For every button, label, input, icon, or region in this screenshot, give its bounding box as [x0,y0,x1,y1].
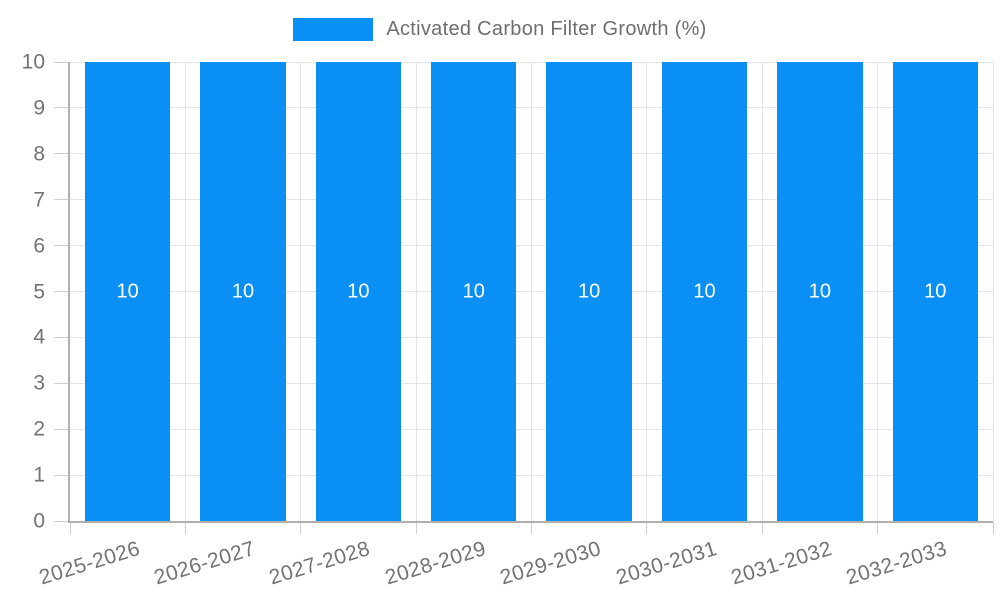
gridline-vertical [646,62,648,521]
bar-value-label: 10 [808,280,832,302]
x-axis-tick [877,523,879,534]
bar-value-label: 10 [347,280,370,302]
bar-value-label: 10 [578,280,601,302]
y-axis-tick-label: 7 [33,188,45,212]
x-axis-category-label: 2025-2026 [36,537,143,590]
x-axis-tick [415,523,417,534]
bar[interactable]: 10 [661,62,748,521]
bar[interactable]: 10 [431,62,517,521]
x-axis-category-label: 2027-2028 [266,537,374,590]
x-axis-tick [992,523,994,534]
gridline-vertical [300,62,302,521]
legend[interactable]: Activated Carbon Filter Growth (%) [0,18,1000,41]
gridline-vertical [531,62,532,521]
x-axis-labels: 2025-2026 2026-2027 2027-2028 2028-2029 2029… [36,533,993,600]
y-axis-tick-label: 1 [33,463,45,487]
x-axis-tick [531,523,532,534]
y-axis-tick-label: 3 [33,371,45,395]
x-axis-category-label: 2030-2031 [613,537,720,590]
y-axis-tick-label: 6 [33,234,45,258]
x-axis-category-label: 2029-2030 [497,537,604,590]
bar[interactable]: 10 [892,62,978,521]
bar-value-label: 10 [462,280,485,302]
y-axis-tick [54,474,68,476]
y-axis-tick [54,245,68,247]
bar-value-label: 10 [693,280,716,302]
bar[interactable]: 10 [84,62,171,521]
bar-value-label: 10 [924,280,947,302]
x-axis-tick [184,523,186,534]
y-axis-tick-label: 4 [33,325,45,349]
x-axis-tick [761,523,763,534]
bar[interactable]: 10 [777,62,863,521]
bar[interactable]: 10 [315,62,402,521]
bar-value-label: 10 [116,280,139,302]
x-axis-tick [646,523,648,534]
x-axis-category-label: 2026-2027 [151,537,258,590]
plot-area: 0 1 2 3 4 5 6 7 8 9 10 10 10 10 10 10 10 10 10 [22,52,994,534]
y-axis-tick [54,520,68,522]
gridline-vertical [415,62,417,521]
gridline-vertical [184,62,186,521]
x-axis-category-label: 2032-2033 [843,537,951,590]
y-axis-tick [54,153,68,155]
y-axis-tick-label: 2 [33,417,45,441]
legend-swatch [293,18,374,41]
y-axis-tick [54,382,68,384]
y-axis-tick-label: 9 [33,96,45,120]
gridline-vertical [761,62,763,521]
x-axis-category-label: 2031-2032 [728,537,835,590]
y-axis-tick [54,336,68,338]
y-axis-tick [54,199,68,201]
bar-value-label: 10 [231,280,255,302]
y-axis-tick [54,291,68,292]
legend-label: Activated Carbon Filter Growth (%) [386,18,707,40]
y-axis-tick-label: 5 [33,280,45,303]
x-axis-tick [69,523,71,534]
y-axis-tick-label: 10 [21,50,45,74]
bar[interactable]: 10 [200,62,286,521]
y-axis-tick-label: 8 [33,142,45,166]
y-axis-tick [54,107,68,109]
bar[interactable]: 10 [546,62,632,521]
gridline-vertical [877,62,879,521]
x-axis-category-label: 2028-2029 [382,537,489,590]
x-axis-tick [300,523,302,534]
gridline-vertical [992,62,994,521]
y-axis-tick-label: 0 [33,509,45,533]
y-axis-tick [54,61,68,63]
y-axis-tick [54,428,68,430]
